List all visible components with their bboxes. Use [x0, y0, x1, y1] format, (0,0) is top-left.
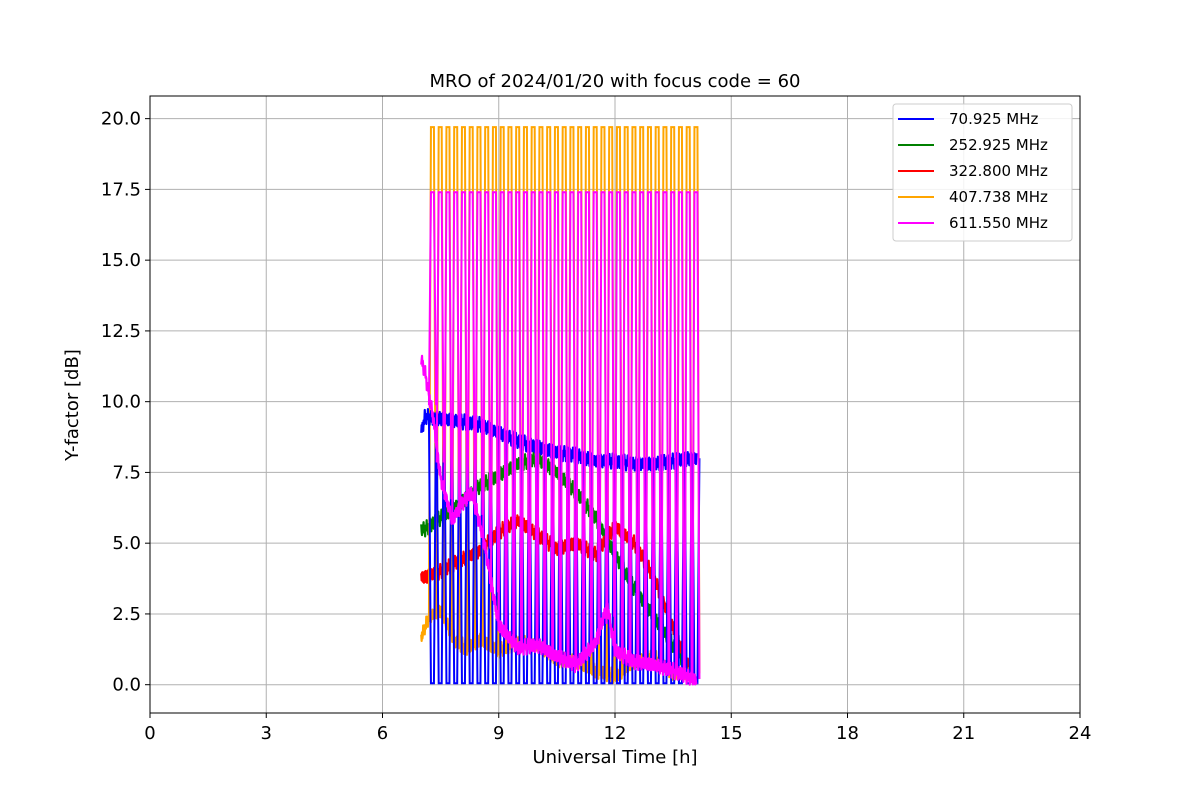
calibration-pulse — [675, 191, 685, 674]
y-tick-label: 5.0 — [112, 533, 141, 554]
y-tick-label: 10.0 — [101, 392, 141, 413]
legend-label: 611.550 MHz — [949, 214, 1048, 232]
chart-title: MRO of 2024/01/20 with focus code = 60 — [430, 71, 801, 92]
x-tick-label: 12 — [604, 723, 627, 744]
calibration-pulse — [520, 191, 530, 648]
x-tick-label: 6 — [377, 723, 388, 744]
calibration-pulse — [621, 191, 631, 657]
calibration-pulse — [466, 191, 476, 495]
calibration-pulse — [629, 191, 639, 661]
calibration-pulse — [474, 191, 484, 515]
x-axis-label: Universal Time [h] — [532, 747, 697, 768]
calibration-pulse — [544, 191, 554, 651]
calibration-pulse — [590, 191, 600, 645]
legend-label: 252.925 MHz — [949, 136, 1048, 154]
legend-label: 322.800 MHz — [949, 162, 1048, 180]
calibration-pulse — [451, 191, 461, 518]
y-tick-label: 0.0 — [112, 675, 141, 696]
calibration-pulse — [575, 191, 585, 663]
calibration-pulse — [451, 420, 461, 685]
calibration-pulse — [559, 191, 569, 659]
calibration-pulse — [474, 424, 484, 685]
x-tick-label: 9 — [493, 723, 504, 744]
legend-label: 70.925 MHz — [949, 110, 1038, 128]
x-tick-label: 21 — [952, 723, 975, 744]
calibration-pulse — [606, 191, 616, 617]
calibration-pulse — [489, 191, 499, 593]
calibration-pulse — [458, 421, 468, 685]
series-4 — [420, 191, 701, 686]
calibration-pulse — [683, 191, 693, 677]
calibration-pulse — [482, 191, 492, 549]
calibration-pulse — [482, 426, 492, 685]
x-tick-label: 15 — [720, 723, 743, 744]
calibration-pulse — [497, 191, 507, 628]
calibration-pulse — [598, 191, 608, 624]
calibration-pulse — [466, 422, 476, 685]
legend-frame — [892, 103, 1073, 242]
calibration-pulse — [551, 191, 561, 656]
y-tick-label: 17.5 — [101, 179, 141, 200]
calibration-pulse — [513, 191, 523, 646]
calibration-pulse — [644, 191, 654, 665]
calibration-pulse — [582, 191, 592, 654]
calibration-pulse — [427, 191, 437, 406]
calibration-pulse — [427, 417, 437, 685]
y-axis-label: Y-factor [dB] — [62, 349, 83, 462]
calibration-pulse — [567, 191, 577, 663]
calibration-pulse — [443, 419, 453, 685]
series-layer — [420, 126, 701, 686]
plot-area — [420, 126, 701, 686]
y-tick-label: 12.5 — [101, 321, 141, 342]
calibration-pulse — [652, 191, 662, 666]
calibration-pulse — [536, 191, 546, 647]
calibration-pulse — [660, 191, 670, 668]
calibration-pulse — [637, 191, 647, 663]
calibration-pulse — [528, 191, 538, 646]
x-tick-label: 3 — [261, 723, 272, 744]
calibration-pulse — [435, 418, 445, 685]
y-tick-label: 2.5 — [112, 604, 141, 625]
calibration-pulse — [613, 191, 623, 652]
legend-label: 407.738 MHz — [949, 188, 1048, 206]
x-tick-label: 24 — [1069, 723, 1092, 744]
x-tick-label: 18 — [836, 723, 859, 744]
calibration-pulse — [443, 191, 453, 500]
y-tick-label: 15.0 — [101, 250, 141, 271]
tick-layer: 0 3 6 9 12 15 18 21 24 0.0 2.5 5.0 7.5 10.0 12.5 15.0 17… — [101, 109, 1092, 744]
calibration-pulse — [668, 191, 678, 670]
x-tick-label: 0 — [144, 723, 155, 744]
calibration-pulse — [691, 191, 701, 680]
y-tick-label: 7.5 — [112, 462, 141, 483]
calibration-pulse — [505, 191, 515, 637]
calibration-pulse — [458, 191, 468, 505]
y-tick-label: 20.0 — [101, 109, 141, 130]
legend: 70.925 MHz 252.925 MHz 322.800 MHz 407.738 … — [892, 103, 1073, 242]
calibration-pulse — [435, 191, 445, 463]
